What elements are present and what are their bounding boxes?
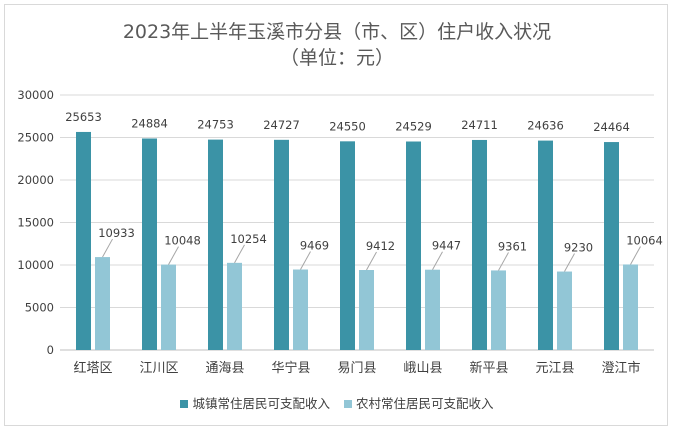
data-label-rural: 10933 — [98, 226, 135, 240]
leader-line — [630, 246, 641, 265]
bar-urban — [142, 138, 157, 350]
y-tick-label: 15000 — [17, 216, 54, 230]
x-tick-label: 易门县 — [337, 361, 376, 376]
data-label-urban: 24529 — [395, 120, 432, 134]
bar-urban — [538, 140, 553, 350]
data-label-rural: 9361 — [498, 239, 527, 253]
data-label-rural: 9412 — [366, 239, 395, 253]
data-label-rural: 9469 — [300, 239, 329, 253]
x-tick-label: 峨山县 — [403, 361, 442, 376]
x-tick-label: 华宁县 — [271, 360, 310, 376]
bar-rural — [557, 271, 572, 350]
legend: 城镇常住居民可支配收入 农村常住居民可支配收入 — [0, 393, 674, 412]
x-tick-label: 元江县 — [535, 361, 574, 376]
data-label-urban: 24550 — [329, 119, 366, 133]
bars — [76, 131, 638, 350]
legend-item-rural: 农村常住居民可支配收入 — [343, 393, 494, 412]
data-label-rural: 10064 — [626, 233, 663, 247]
data-labels: 25653 10933 24884 10048 24753 10254 24727 9469 2… — [65, 110, 663, 272]
y-tick-label: 20000 — [17, 173, 54, 187]
bar-rural — [425, 269, 440, 350]
bar-rural — [359, 269, 374, 350]
legend-label-urban: 城镇常住居民可支配收入 — [192, 396, 330, 411]
y-tick-label: 25000 — [17, 131, 54, 145]
bar-urban — [208, 139, 223, 350]
data-label-rural: 10048 — [164, 234, 201, 248]
data-label-urban: 24636 — [527, 119, 564, 133]
legend-swatch-rural — [343, 400, 352, 408]
leader-line — [168, 246, 179, 265]
bar-rural — [95, 257, 110, 350]
data-label-urban: 24727 — [263, 118, 300, 132]
x-tick-label: 红塔区 — [73, 360, 112, 376]
bar-rural — [161, 264, 176, 350]
bar-urban — [472, 139, 487, 350]
bar-rural — [293, 269, 308, 350]
leader-line — [498, 252, 509, 271]
bar-rural — [491, 270, 506, 350]
x-tick-label: 新平县 — [469, 360, 508, 376]
gridlines — [60, 94, 654, 308]
y-tick-label: 10000 — [17, 258, 54, 272]
chart-title: 2023年上半年玉溪市分县（市、区）住户收入状况 — [122, 21, 552, 43]
y-tick-label: 0 — [47, 343, 54, 357]
leader-line — [432, 251, 443, 270]
data-label-urban: 24884 — [131, 116, 168, 130]
legend-item-urban: 城镇常住居民可支配收入 — [180, 393, 330, 412]
axes: 0 5000 10000 15000 20000 25000 30000 红塔区 江川区 通海县 华… — [17, 88, 654, 376]
leader-line — [234, 244, 245, 264]
leader-line — [102, 238, 113, 258]
data-label-rural: 10254 — [230, 232, 267, 246]
x-tick-label: 通海县 — [205, 361, 244, 376]
bar-urban — [406, 141, 421, 350]
x-tick-label: 江川区 — [139, 361, 178, 376]
legend-swatch-urban — [180, 400, 189, 408]
data-label-rural: 9447 — [432, 239, 461, 253]
leader-line — [300, 251, 311, 270]
data-label-urban: 25653 — [65, 110, 102, 124]
bar-rural — [227, 262, 242, 350]
data-label-urban: 24711 — [461, 118, 498, 132]
bar-urban — [76, 131, 91, 350]
bar-urban — [340, 141, 355, 350]
data-label-urban: 24464 — [593, 120, 630, 134]
bar-urban — [274, 139, 289, 350]
chart-frame — [4, 4, 668, 426]
chart-subtitle: （单位：元） — [279, 47, 394, 69]
leader-line — [564, 253, 575, 272]
legend-label-rural: 农村常住居民可支配收入 — [355, 396, 494, 411]
bar-rural — [623, 264, 638, 350]
data-label-rural: 9230 — [564, 241, 593, 255]
x-tick-label: 澄江市 — [601, 360, 640, 376]
bar-urban — [604, 142, 619, 350]
y-tick-label: 30000 — [17, 88, 54, 102]
leader-line — [366, 251, 377, 271]
data-label-urban: 24753 — [197, 118, 234, 132]
y-tick-label: 5000 — [25, 301, 54, 315]
